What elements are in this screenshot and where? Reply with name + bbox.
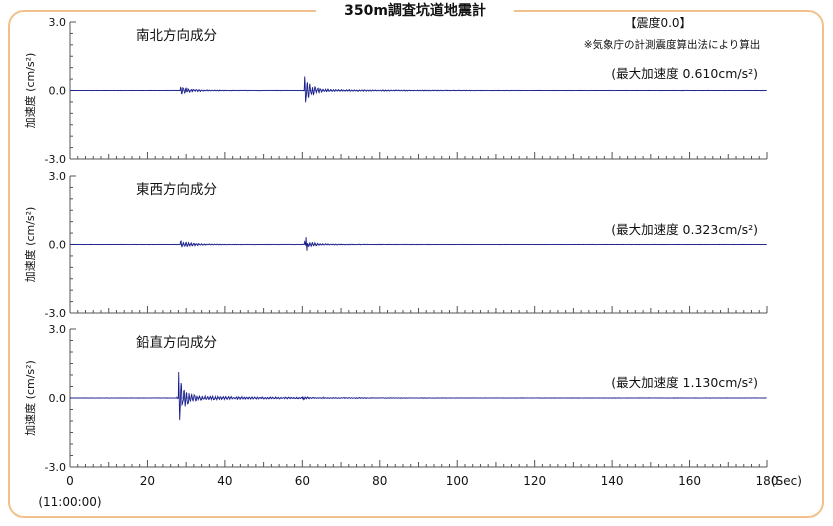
panel-title: 東西方向成分 xyxy=(136,182,217,198)
y-tick-label: 0.0 xyxy=(49,392,67,405)
y-tick-label: 3.0 xyxy=(49,170,67,183)
intensity-note: ※気象庁の計測震度算出法により算出 xyxy=(584,38,761,51)
x-tick-label: 160 xyxy=(678,474,701,488)
x-tick-label: 120 xyxy=(523,474,546,488)
waveform-trace xyxy=(69,237,767,251)
panel-title: 鉛直方向成分 xyxy=(136,335,217,351)
waveform-trace xyxy=(69,76,767,103)
x-tick-label: 40 xyxy=(217,474,232,488)
y-tick-label: -3.0 xyxy=(45,307,66,320)
y-tick-label: -3.0 xyxy=(45,153,66,166)
y-axis-label: 加速度 (cm/s²) xyxy=(23,53,37,129)
x-tick-label: 180 xyxy=(756,474,779,488)
start-time-label: (11:00:00) xyxy=(38,495,101,509)
waveform-trace xyxy=(69,372,767,421)
peak-label: (最大加速度 0.610cm/s²) xyxy=(611,66,758,81)
y-axis-label: 加速度 (cm/s²) xyxy=(23,207,37,283)
y-tick-label: -3.0 xyxy=(45,461,66,474)
y-tick-label: 0.0 xyxy=(49,239,67,252)
panel-title: 南北方向成分 xyxy=(136,28,217,44)
intensity-label: 【震度0.0】 xyxy=(624,15,691,30)
chart-title: 350m調査坑道地震計 xyxy=(316,2,514,20)
x-tick-label: 140 xyxy=(601,474,624,488)
x-tick-label: 80 xyxy=(372,474,387,488)
y-tick-label: 0.0 xyxy=(49,85,67,98)
x-tick-label: 100 xyxy=(446,474,469,488)
x-axis-unit: (Sec) xyxy=(771,474,802,488)
x-tick-label: 20 xyxy=(140,474,155,488)
y-axis-label: 加速度 (cm/s²) xyxy=(23,360,37,436)
y-tick-label: 3.0 xyxy=(49,323,67,336)
y-tick-label: 3.0 xyxy=(49,16,67,29)
x-tick-label: 60 xyxy=(295,474,310,488)
peak-label: (最大加速度 1.130cm/s²) xyxy=(611,375,758,390)
x-tick-label: 0 xyxy=(66,474,74,488)
peak-label: (最大加速度 0.323cm/s²) xyxy=(611,222,758,237)
